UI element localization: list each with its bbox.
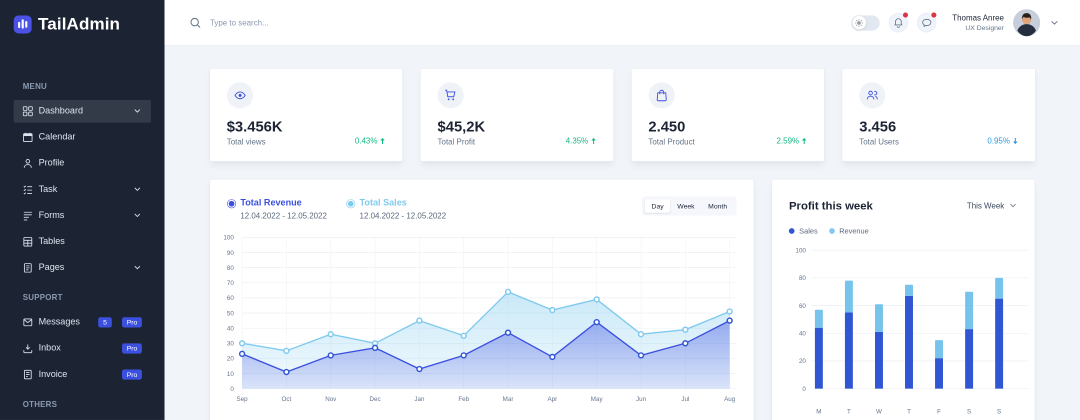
svg-text:60: 60 [799, 303, 806, 310]
svg-text:40: 40 [227, 325, 234, 332]
svg-text:May: May [591, 396, 604, 403]
svg-text:Jul: Jul [681, 396, 689, 403]
svg-text:Jan: Jan [414, 396, 425, 403]
svg-text:Dec: Dec [369, 396, 380, 403]
svg-text:M: M [816, 409, 821, 416]
svg-text:S: S [967, 409, 971, 416]
svg-text:40: 40 [799, 331, 806, 338]
svg-text:Sep: Sep [236, 396, 248, 403]
svg-text:Oct: Oct [281, 396, 291, 403]
svg-text:Mar: Mar [502, 396, 513, 403]
svg-text:100: 100 [796, 247, 807, 254]
svg-text:0: 0 [230, 386, 234, 393]
svg-text:80: 80 [227, 265, 234, 272]
svg-text:80: 80 [799, 275, 806, 282]
svg-text:100: 100 [223, 235, 234, 242]
svg-text:Nov: Nov [325, 396, 337, 403]
svg-text:T: T [907, 409, 911, 416]
svg-text:20: 20 [799, 358, 806, 365]
svg-text:S: S [997, 409, 1001, 416]
svg-text:Jun: Jun [636, 396, 647, 403]
svg-text:20: 20 [227, 356, 234, 363]
svg-text:70: 70 [227, 280, 234, 287]
svg-text:Apr: Apr [547, 396, 557, 403]
svg-text:T: T [847, 409, 851, 416]
svg-text:Aug: Aug [724, 396, 736, 403]
svg-text:0: 0 [803, 386, 807, 393]
svg-text:10: 10 [227, 371, 234, 378]
svg-text:50: 50 [227, 310, 234, 317]
svg-text:60: 60 [227, 295, 234, 302]
svg-text:30: 30 [227, 341, 234, 348]
svg-text:90: 90 [227, 250, 234, 257]
svg-text:Feb: Feb [458, 396, 469, 403]
svg-text:F: F [937, 409, 941, 416]
svg-text:W: W [876, 409, 882, 416]
